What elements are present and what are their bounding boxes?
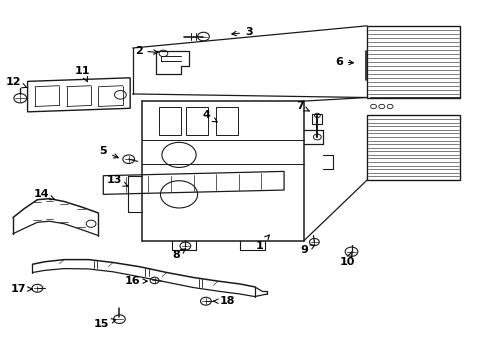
Text: 2: 2 [135, 46, 158, 56]
Bar [186, 107, 208, 135]
Text: 18: 18 [214, 296, 235, 306]
Text: 11: 11 [75, 66, 91, 82]
Text: 14: 14 [34, 189, 55, 200]
Text: 13: 13 [106, 175, 128, 186]
Text: 17: 17 [11, 284, 32, 294]
Text: 4: 4 [203, 111, 217, 122]
Text: 5: 5 [99, 146, 118, 158]
Text: 8: 8 [173, 249, 186, 260]
Text: 3: 3 [232, 27, 253, 37]
Text: 9: 9 [301, 245, 315, 255]
Bar [159, 107, 181, 135]
Text: 7: 7 [296, 102, 309, 112]
Bar [216, 107, 238, 135]
Text: 1: 1 [256, 235, 270, 251]
Bar [369, 97, 460, 98]
Text: 15: 15 [94, 319, 116, 329]
Text: 10: 10 [340, 252, 355, 267]
Text: 6: 6 [335, 57, 353, 67]
Text: 12: 12 [6, 77, 27, 88]
Bar [313, 114, 322, 125]
Text: 16: 16 [124, 276, 147, 286]
